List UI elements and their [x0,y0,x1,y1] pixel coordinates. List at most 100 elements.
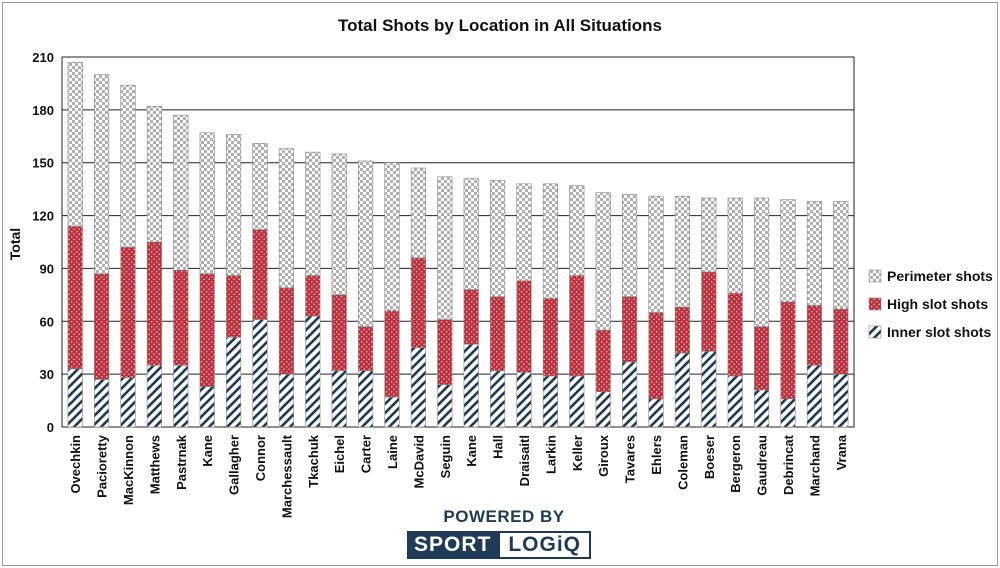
y-tick-label: 0 [47,420,54,435]
x-tick-label: Kane [464,435,479,467]
legend-swatch [868,325,882,339]
bar-segment-high-slot-shots [754,326,770,391]
bar-segment-high-slot-shots [305,275,321,317]
logo-sport-text: SPORT [407,531,499,559]
x-tick-label: McDavid [411,435,426,489]
bar-segment-perimeter-shots [622,194,638,297]
bar-segment-perimeter-shots [94,74,110,275]
x-tick-label: Debrincat [781,434,796,495]
bar-segment-inner-slot-shots [674,352,690,428]
bar-segment-inner-slot-shots [701,350,717,428]
bar-segment-inner-slot-shots [727,375,743,428]
bar-segment-inner-slot-shots [305,315,321,428]
y-tick-label: 60 [40,314,54,329]
x-tick-label: Kane [200,435,215,467]
x-tick-label: Hall [491,435,506,459]
bar-segment-high-slot-shots [173,269,189,366]
bar-segment-perimeter-shots [252,143,268,230]
bar-segment-perimeter-shots [595,192,611,331]
bar-segment-inner-slot-shots [833,373,849,428]
powered-by-logo: POWERED BY SPORT LOGiQ [407,507,601,559]
x-tick-label: Vrana [834,434,849,470]
bar-segment-perimeter-shots [67,61,83,227]
bar-segment-perimeter-shots [437,176,453,320]
bar-segment-perimeter-shots [780,199,796,303]
bar-segment-high-slot-shots [331,294,347,371]
bar-segment-high-slot-shots [463,289,479,345]
x-tick-label: Marchand [807,435,822,496]
x-tick-label: Giroux [596,434,611,477]
bar-segment-inner-slot-shots [754,389,770,428]
x-tick-label: Coleman [675,435,690,490]
legend-label: Inner slot shots [887,324,991,340]
bar-segment-inner-slot-shots [94,379,110,428]
bar-segment-perimeter-shots [146,106,162,243]
bar-segment-inner-slot-shots [806,365,822,428]
legend-swatch [868,297,882,311]
chart-title: Total Shots by Location in All Situation… [338,16,662,35]
bar-segment-inner-slot-shots [358,370,374,428]
y-axis-label: Total [7,228,23,260]
bar-segment-perimeter-shots [278,148,294,289]
y-tick-label: 30 [40,367,54,382]
y-tick-label: 180 [32,103,54,118]
bar-segment-high-slot-shots [701,271,717,352]
bar-segment-perimeter-shots [727,197,743,294]
bar-segment-inner-slot-shots [490,370,506,428]
bar-segment-inner-slot-shots [595,391,611,428]
y-tick-label: 150 [32,156,54,171]
y-tick-label: 210 [32,50,54,65]
bar-segment-inner-slot-shots [410,347,426,428]
bar-segment-perimeter-shots [331,153,347,296]
bar-segment-perimeter-shots [490,180,506,297]
bar-segment-perimeter-shots [120,84,136,248]
legend-label: High slot shots [887,296,988,312]
x-tick-label: Marchessault [279,434,294,518]
bar-segment-high-slot-shots [727,292,743,377]
x-tick-label: Bergeron [728,435,743,493]
bar-segment-high-slot-shots [384,310,400,398]
bar-segment-high-slot-shots [146,241,162,366]
bar-segment-inner-slot-shots [226,336,242,428]
bar-segment-high-slot-shots [252,229,268,320]
bar-segment-inner-slot-shots [569,375,585,428]
bar-segment-inner-slot-shots [780,398,796,428]
x-tick-label: Eichel [332,435,347,473]
x-tick-label: Laine [385,435,400,469]
bar-segment-perimeter-shots [648,195,664,313]
x-tick-label: MacKinnon [121,435,136,505]
x-tick-label: Larkin [543,435,558,474]
legend: Perimeter shots High slot shots Inner slot… [868,268,993,340]
bar-segment-inner-slot-shots [648,398,664,428]
x-tick-label: Draisaitl [517,435,532,486]
bar-segment-perimeter-shots [199,132,215,275]
legend-label: Perimeter shots [887,268,993,284]
x-tick-label: Tkachuk [306,434,321,488]
bar-segment-inner-slot-shots [437,384,453,428]
bar-segment-high-slot-shots [542,298,558,377]
bar-segment-perimeter-shots [516,183,532,282]
logo-powered-by-text: POWERED BY [443,507,565,526]
bar-segment-perimeter-shots [806,201,822,306]
bar-segment-high-slot-shots [648,312,664,400]
bar-segment-high-slot-shots [437,319,453,386]
bar-segment-inner-slot-shots [331,370,347,428]
x-tick-label: Tavares [623,435,638,483]
x-tick-label: Gallagher [227,435,242,495]
bar-segment-inner-slot-shots [67,368,83,428]
bar-segment-perimeter-shots [701,197,717,273]
legend-swatch [868,269,882,283]
x-tick-label: Boeser [702,435,717,479]
logo-wordmark: SPORT LOGiQ [407,531,592,559]
bar-segment-inner-slot-shots [278,373,294,428]
bar-segment-high-slot-shots [120,246,136,378]
bar-segment-perimeter-shots [410,167,426,259]
bar-segment-high-slot-shots [94,273,110,380]
bar-segment-high-slot-shots [410,257,426,349]
y-tick-label: 120 [32,209,54,224]
x-tick-label: Seguin [438,435,453,478]
bar-segment-inner-slot-shots [146,365,162,428]
bar-segment-high-slot-shots [569,275,585,377]
bar-segment-perimeter-shots [569,185,585,276]
